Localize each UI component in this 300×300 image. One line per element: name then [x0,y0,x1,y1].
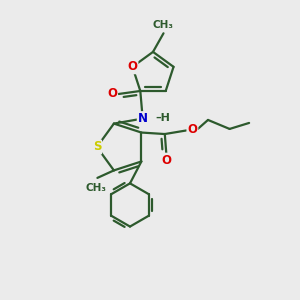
Text: CH₃: CH₃ [85,183,106,193]
Text: N: N [138,112,148,125]
Text: O: O [161,154,171,166]
Text: CH₃: CH₃ [153,20,174,30]
Text: O: O [188,123,197,136]
Text: –H: –H [155,113,170,123]
Text: O: O [107,88,117,100]
Text: S: S [93,140,101,154]
Text: O: O [128,60,137,73]
